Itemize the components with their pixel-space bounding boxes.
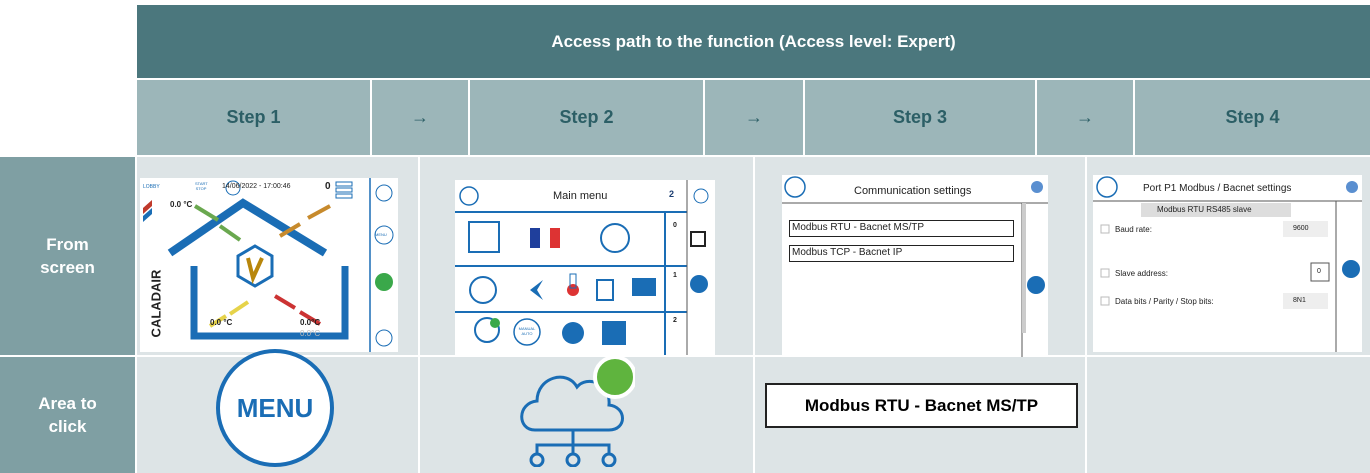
arrow: → xyxy=(705,80,803,155)
screen-graphics xyxy=(1093,176,1362,352)
menu-button: MENU xyxy=(216,349,334,467)
temperature: 0.0°C xyxy=(300,318,321,327)
manual-auto: MANUAL AUTO xyxy=(518,326,536,336)
occupancy: 0 xyxy=(325,181,331,192)
field-label: Baud rate: xyxy=(1115,225,1152,234)
screenshot: Port P1 Modbus / Bacnet settings Modbus … xyxy=(1093,175,1362,352)
option-button: Modbus RTU - Bacnet MS/TP xyxy=(765,383,1078,428)
brand: CALADAIR xyxy=(148,269,164,338)
menu-button: MENU xyxy=(375,232,387,237)
screenshot: Main menu 2 0 1 2 MANUAL AUTO xyxy=(455,180,715,355)
screen-graphics xyxy=(782,176,1048,357)
start-stop: START STOP xyxy=(195,181,208,191)
occupancy: 1 xyxy=(673,272,677,279)
step: Step 3 xyxy=(805,80,1035,155)
occupancy: 0 xyxy=(673,222,677,229)
cloud-icon xyxy=(520,355,635,467)
field-label: Data bits / Parity / Stop bits: xyxy=(1115,297,1214,306)
arrow: → xyxy=(372,80,468,155)
datetime: 14/06/2022 - 17:00:46 xyxy=(222,183,291,190)
screen-graphics xyxy=(455,180,709,355)
lobby-label: LOBBY xyxy=(143,184,160,190)
screenshot: Communication settings Modbus RTU - Bacn… xyxy=(782,175,1048,357)
row-label: Area to click xyxy=(0,357,135,473)
temperature: 0.0°C xyxy=(300,329,321,338)
row-label: From screen xyxy=(0,157,135,355)
temperature: 0.0 °C xyxy=(210,318,233,327)
field-value: 8N1 xyxy=(1293,297,1306,304)
screenshot: LOBBY START STOP 14/06/2022 - 17:00:46 0… xyxy=(140,178,398,352)
screen-graphics xyxy=(143,178,394,352)
screen-title: Communication settings xyxy=(854,185,972,197)
step: Step 4 xyxy=(1135,80,1370,155)
step: Step 1 xyxy=(137,80,370,155)
option: Modbus RTU - Bacnet MS/TP xyxy=(789,220,1014,237)
arrow: → xyxy=(1037,80,1133,155)
option: Modbus TCP - Bacnet IP xyxy=(789,245,1014,262)
screen-title: Main menu xyxy=(553,190,608,202)
mode: Modbus RTU RS485 slave xyxy=(1157,205,1252,214)
occupancy: 2 xyxy=(669,189,675,199)
occupancy: 2 xyxy=(673,317,677,324)
temperature: 0.0 °C xyxy=(170,200,193,209)
screen-title: Port P1 Modbus / Bacnet settings xyxy=(1143,183,1292,194)
field-value: 0 xyxy=(1317,268,1321,275)
field-label: Slave address: xyxy=(1115,269,1168,278)
cell xyxy=(420,357,753,473)
table-title: Access path to the function (Access leve… xyxy=(137,5,1370,78)
field-value: 9600 xyxy=(1293,225,1309,232)
step: Step 2 xyxy=(470,80,703,155)
cell xyxy=(1087,357,1370,473)
